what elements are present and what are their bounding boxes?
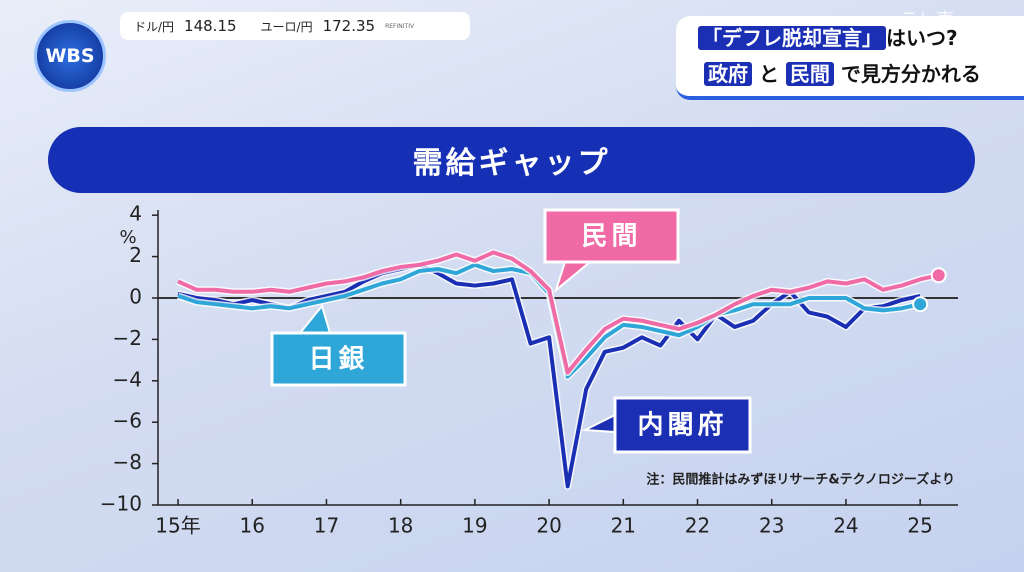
subline-text: で見方分かれる [840,62,981,86]
y-tick-label: −2 [113,326,142,350]
legend-item: 内閣府 [581,396,752,454]
headline-panel: 「デフレ脱却宣言」 はいつ? 政府 と 民間 で見方分かれる [676,16,1024,100]
y-tick-label: −4 [113,367,142,391]
source: REFINITIV [385,22,415,30]
x-tick-label: 18 [388,514,413,538]
chart-title: 需給ギャップ [48,127,975,193]
callout-tip [297,303,332,334]
x-tick-label: 20 [536,514,561,538]
rate-bar: ドル/円 148.15 ユーロ/円 172.35 REFINITIV [120,12,470,40]
x-tick-label: 15年 [155,514,200,538]
note: 注：民間推計はみずほリサーチ&テクノロジーズより [646,472,955,488]
line [177,250,940,375]
callout-tip [581,413,616,434]
x-tick-label: 17 [314,514,339,538]
legend-swatch [543,208,680,264]
y-axis-label: % [119,227,136,248]
y-tick-label: 2 [129,243,142,267]
headline-text: はいつ? [886,26,958,50]
x-tick-label: 25 [907,514,932,538]
y-tick-label: 4 [129,202,142,226]
legend-label: 民間 [581,222,641,252]
headline-box: 「デフレ脱却宣言」 [698,26,886,50]
series-line [176,248,940,377]
y-tick-label: 0 [129,284,142,308]
rate-label: ドル/円 [134,19,175,34]
legend-item: 日銀 [270,303,407,387]
rate-label: ユーロ/円 [260,19,313,34]
y-tick-label: −6 [113,409,142,433]
end-dot [930,267,947,284]
end-dot [912,296,929,313]
subline-box: 民間 [785,62,834,86]
x-tick-label: 23 [759,514,784,538]
legend-swatch [270,331,407,387]
logo: WBS [34,20,106,92]
callout-tip [554,261,593,293]
legend-swatch [613,396,752,454]
rate-value: 172.35 [322,17,376,35]
subline-text: と [758,62,779,86]
x-tick-label: 24 [833,514,858,538]
x-tick-label: 16 [240,514,265,538]
rate-value: 148.15 [184,17,237,35]
x-tick-label: 22 [685,514,710,538]
x-tick-label: 21 [611,514,636,538]
x-tick-label: 19 [462,514,487,538]
subline-box: 政府 [704,62,752,86]
legend-label: 内閣府 [637,410,727,441]
legend-item: 民間 [543,208,680,293]
y-tick-label: −8 [113,450,142,474]
legend-label: 日銀 [308,345,368,375]
y-tick-label: −10 [100,492,142,516]
